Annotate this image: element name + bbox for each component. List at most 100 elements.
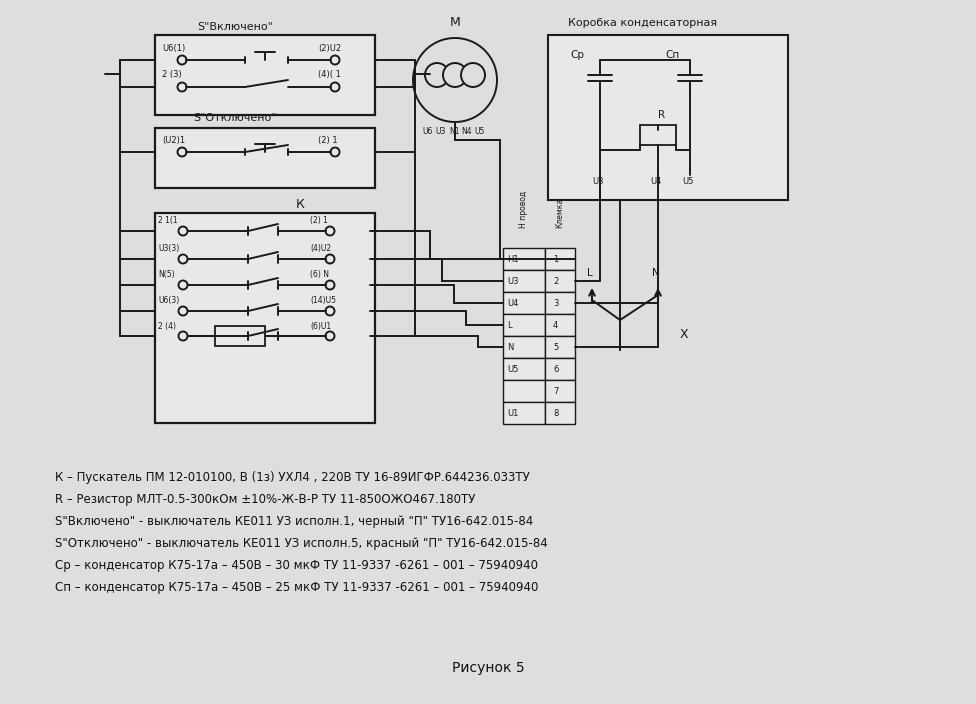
Text: S"Отключено" - выключатель КЕ011 УЗ исполн.5, красный "П" ТУ16-642.015-84: S"Отключено" - выключатель КЕ011 УЗ испо… (55, 537, 548, 551)
Text: М: М (450, 16, 461, 30)
Bar (545, 248, 575, 270)
Text: U4: U4 (507, 298, 518, 308)
Circle shape (179, 255, 187, 263)
Text: U1: U1 (507, 408, 518, 417)
Bar (545, 292, 575, 314)
Text: Сп – конденсатор К75-17а – 450В – 25 мкФ ТУ 11-93З7 -6261 – 001 – 75940940: Сп – конденсатор К75-17а – 450В – 25 мкФ… (55, 582, 539, 594)
Circle shape (326, 227, 335, 236)
Bar (503, 380, 545, 402)
Text: L: L (588, 268, 592, 278)
Bar (503, 248, 545, 270)
Text: (14)U5: (14)U5 (310, 296, 336, 306)
Circle shape (179, 227, 187, 236)
Bar (545, 402, 575, 424)
Circle shape (179, 306, 187, 315)
Text: Клемка: Клемка (555, 198, 564, 228)
Text: U3: U3 (592, 177, 603, 187)
Text: 2 1(1: 2 1(1 (158, 217, 178, 225)
Text: U6(1): U6(1) (162, 44, 185, 53)
Text: X: X (680, 329, 689, 341)
Bar (545, 358, 575, 380)
Text: 2 (4): 2 (4) (158, 322, 176, 330)
Text: N4: N4 (462, 127, 472, 137)
Text: S"Включено" - выключатель КЕ011 УЗ исполн.1, черный "П" ТУ16-642.015-84: S"Включено" - выключатель КЕ011 УЗ испол… (55, 515, 533, 529)
Circle shape (425, 63, 449, 87)
Circle shape (326, 306, 335, 315)
Circle shape (179, 280, 187, 289)
Text: (2) 1: (2) 1 (310, 217, 328, 225)
Text: 3: 3 (553, 298, 558, 308)
Text: U5: U5 (474, 127, 485, 137)
Text: (4)( 1: (4)( 1 (318, 70, 341, 80)
Circle shape (178, 148, 186, 156)
Text: U3: U3 (436, 127, 446, 137)
Text: U4: U4 (650, 177, 662, 187)
Bar (503, 270, 545, 292)
Bar (548, 35, 788, 200)
Circle shape (331, 148, 340, 156)
Circle shape (443, 63, 467, 87)
Bar (155, 213, 375, 423)
Text: 5: 5 (553, 343, 558, 351)
Text: (6) N: (6) N (310, 270, 329, 279)
Text: U3(3): U3(3) (158, 244, 180, 253)
Text: (2)U2: (2)U2 (318, 44, 342, 53)
Text: 1: 1 (553, 255, 558, 263)
Text: L: L (507, 320, 511, 329)
Circle shape (461, 63, 485, 87)
Circle shape (331, 56, 340, 65)
Bar (545, 336, 575, 358)
Text: Коробка конденсаторная: Коробка конденсаторная (568, 18, 717, 28)
Circle shape (326, 280, 335, 289)
Bar (545, 380, 575, 402)
Text: Н провод: Н провод (519, 191, 528, 228)
Text: N: N (652, 268, 660, 278)
Text: 7: 7 (553, 386, 558, 396)
Text: N1: N1 (449, 127, 460, 137)
Text: U6(3): U6(3) (158, 296, 180, 306)
Text: Ср – конденсатор К75-17а – 450В – 30 мкФ ТУ 11-93З7 -6261 – 001 – 75940940: Ср – конденсатор К75-17а – 450В – 30 мкФ… (55, 560, 538, 572)
Bar (503, 336, 545, 358)
Bar (215, 326, 265, 346)
Text: (2) 1: (2) 1 (318, 135, 338, 144)
Text: Н1: Н1 (507, 255, 518, 263)
Circle shape (331, 82, 340, 92)
Text: 4: 4 (553, 320, 558, 329)
Text: (4)U2: (4)U2 (310, 244, 331, 253)
Text: Ср: Ср (570, 50, 584, 60)
Circle shape (178, 56, 186, 65)
Text: К – Пускатель ПМ 12-010100, В (1з) УХЛ4 , 220В ТУ 16-89ИГФР.644236.033ТУ: К – Пускатель ПМ 12-010100, В (1з) УХЛ4 … (55, 472, 530, 484)
Text: 6: 6 (553, 365, 558, 374)
Text: 8: 8 (553, 408, 558, 417)
Text: (U2)1: (U2)1 (162, 135, 185, 144)
Bar (155, 128, 375, 188)
Circle shape (326, 332, 335, 341)
Text: N(5): N(5) (158, 270, 175, 279)
Circle shape (179, 332, 187, 341)
Text: R: R (658, 110, 665, 120)
Circle shape (413, 38, 497, 122)
Text: N: N (507, 343, 513, 351)
Bar (155, 35, 375, 115)
Text: U6: U6 (423, 127, 433, 137)
Text: Сп: Сп (665, 50, 679, 60)
Bar (545, 270, 575, 292)
Text: К: К (296, 199, 305, 211)
Bar (503, 314, 545, 336)
Circle shape (326, 255, 335, 263)
Text: S"Отключено": S"Отключено" (193, 113, 277, 123)
Bar (503, 292, 545, 314)
Text: S"Включено": S"Включено" (197, 22, 273, 32)
Text: R – Резистор МЛТ-0.5-300кОм ±10%-Ж-В-Р ТУ 11-850ОЖО467.180ТУ: R – Резистор МЛТ-0.5-300кОм ±10%-Ж-В-Р Т… (55, 494, 475, 506)
Bar (503, 402, 545, 424)
Circle shape (178, 82, 186, 92)
Bar (640, 125, 676, 145)
Text: U3: U3 (507, 277, 518, 286)
Text: 2 (3): 2 (3) (162, 70, 182, 80)
Bar (545, 314, 575, 336)
Text: U5: U5 (507, 365, 518, 374)
Text: Рисунок 5: Рисунок 5 (452, 661, 524, 675)
Text: U5: U5 (682, 177, 693, 187)
Text: 2: 2 (553, 277, 558, 286)
Text: (6)U1: (6)U1 (310, 322, 331, 330)
